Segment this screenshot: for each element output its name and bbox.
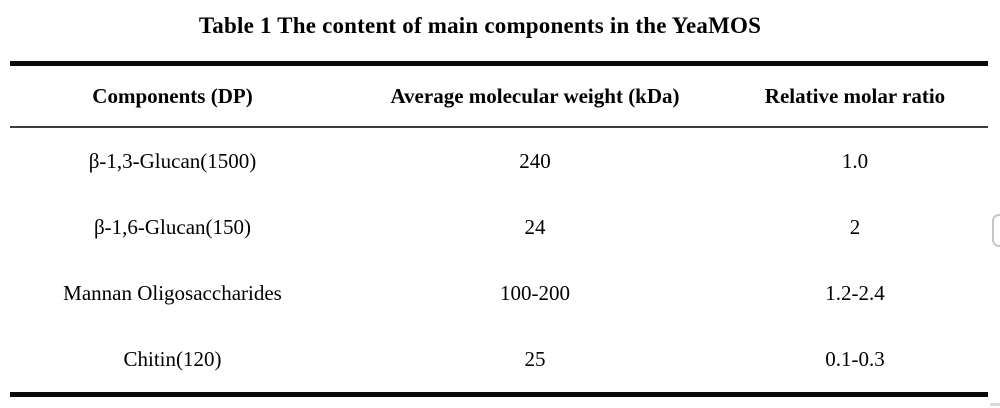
table-caption: Table 1 The content of main components i…	[198, 13, 762, 38]
table: Components (DP) Average molecular weight…	[10, 61, 988, 397]
table-row: β-1,3-Glucan(1500) 240 1.0	[10, 128, 988, 194]
column-header-components: Components (DP)	[92, 83, 253, 108]
cell-molar-ratio: 1.2-2.4	[825, 280, 885, 305]
table-top-rule	[10, 61, 988, 66]
cell-component: Chitin(120)	[123, 346, 222, 371]
cell-molar-ratio: 0.1-0.3	[825, 346, 885, 371]
corner-mark	[990, 403, 1000, 406]
table-row: β-1,6-Glucan(150) 24 2	[10, 194, 988, 260]
cell-component: β-1,6-Glucan(150)	[93, 214, 252, 239]
cell-molecular-weight: 25	[524, 346, 546, 371]
table-bottom-rule	[10, 392, 988, 397]
table-row: Mannan Oligosaccharides 100-200 1.2-2.4	[10, 260, 988, 326]
cell-molar-ratio: 2	[849, 214, 861, 239]
cell-component: Mannan Oligosaccharides	[63, 280, 282, 305]
column-header-molar-ratio: Relative molar ratio	[764, 83, 946, 108]
table-row: Chitin(120) 25 0.1-0.3	[10, 326, 988, 392]
cell-molecular-weight: 100-200	[500, 280, 570, 305]
cell-component: β-1,3-Glucan(1500)	[88, 148, 257, 173]
cropped-control-fragment	[992, 214, 1000, 247]
cell-molar-ratio: 1.0	[841, 148, 869, 173]
cell-molecular-weight: 240	[519, 148, 551, 173]
table-header-row: Components (DP) Average molecular weight…	[10, 66, 988, 128]
cell-molecular-weight: 24	[524, 214, 546, 239]
column-header-molecular-weight: Average molecular weight (kDa)	[390, 83, 680, 108]
